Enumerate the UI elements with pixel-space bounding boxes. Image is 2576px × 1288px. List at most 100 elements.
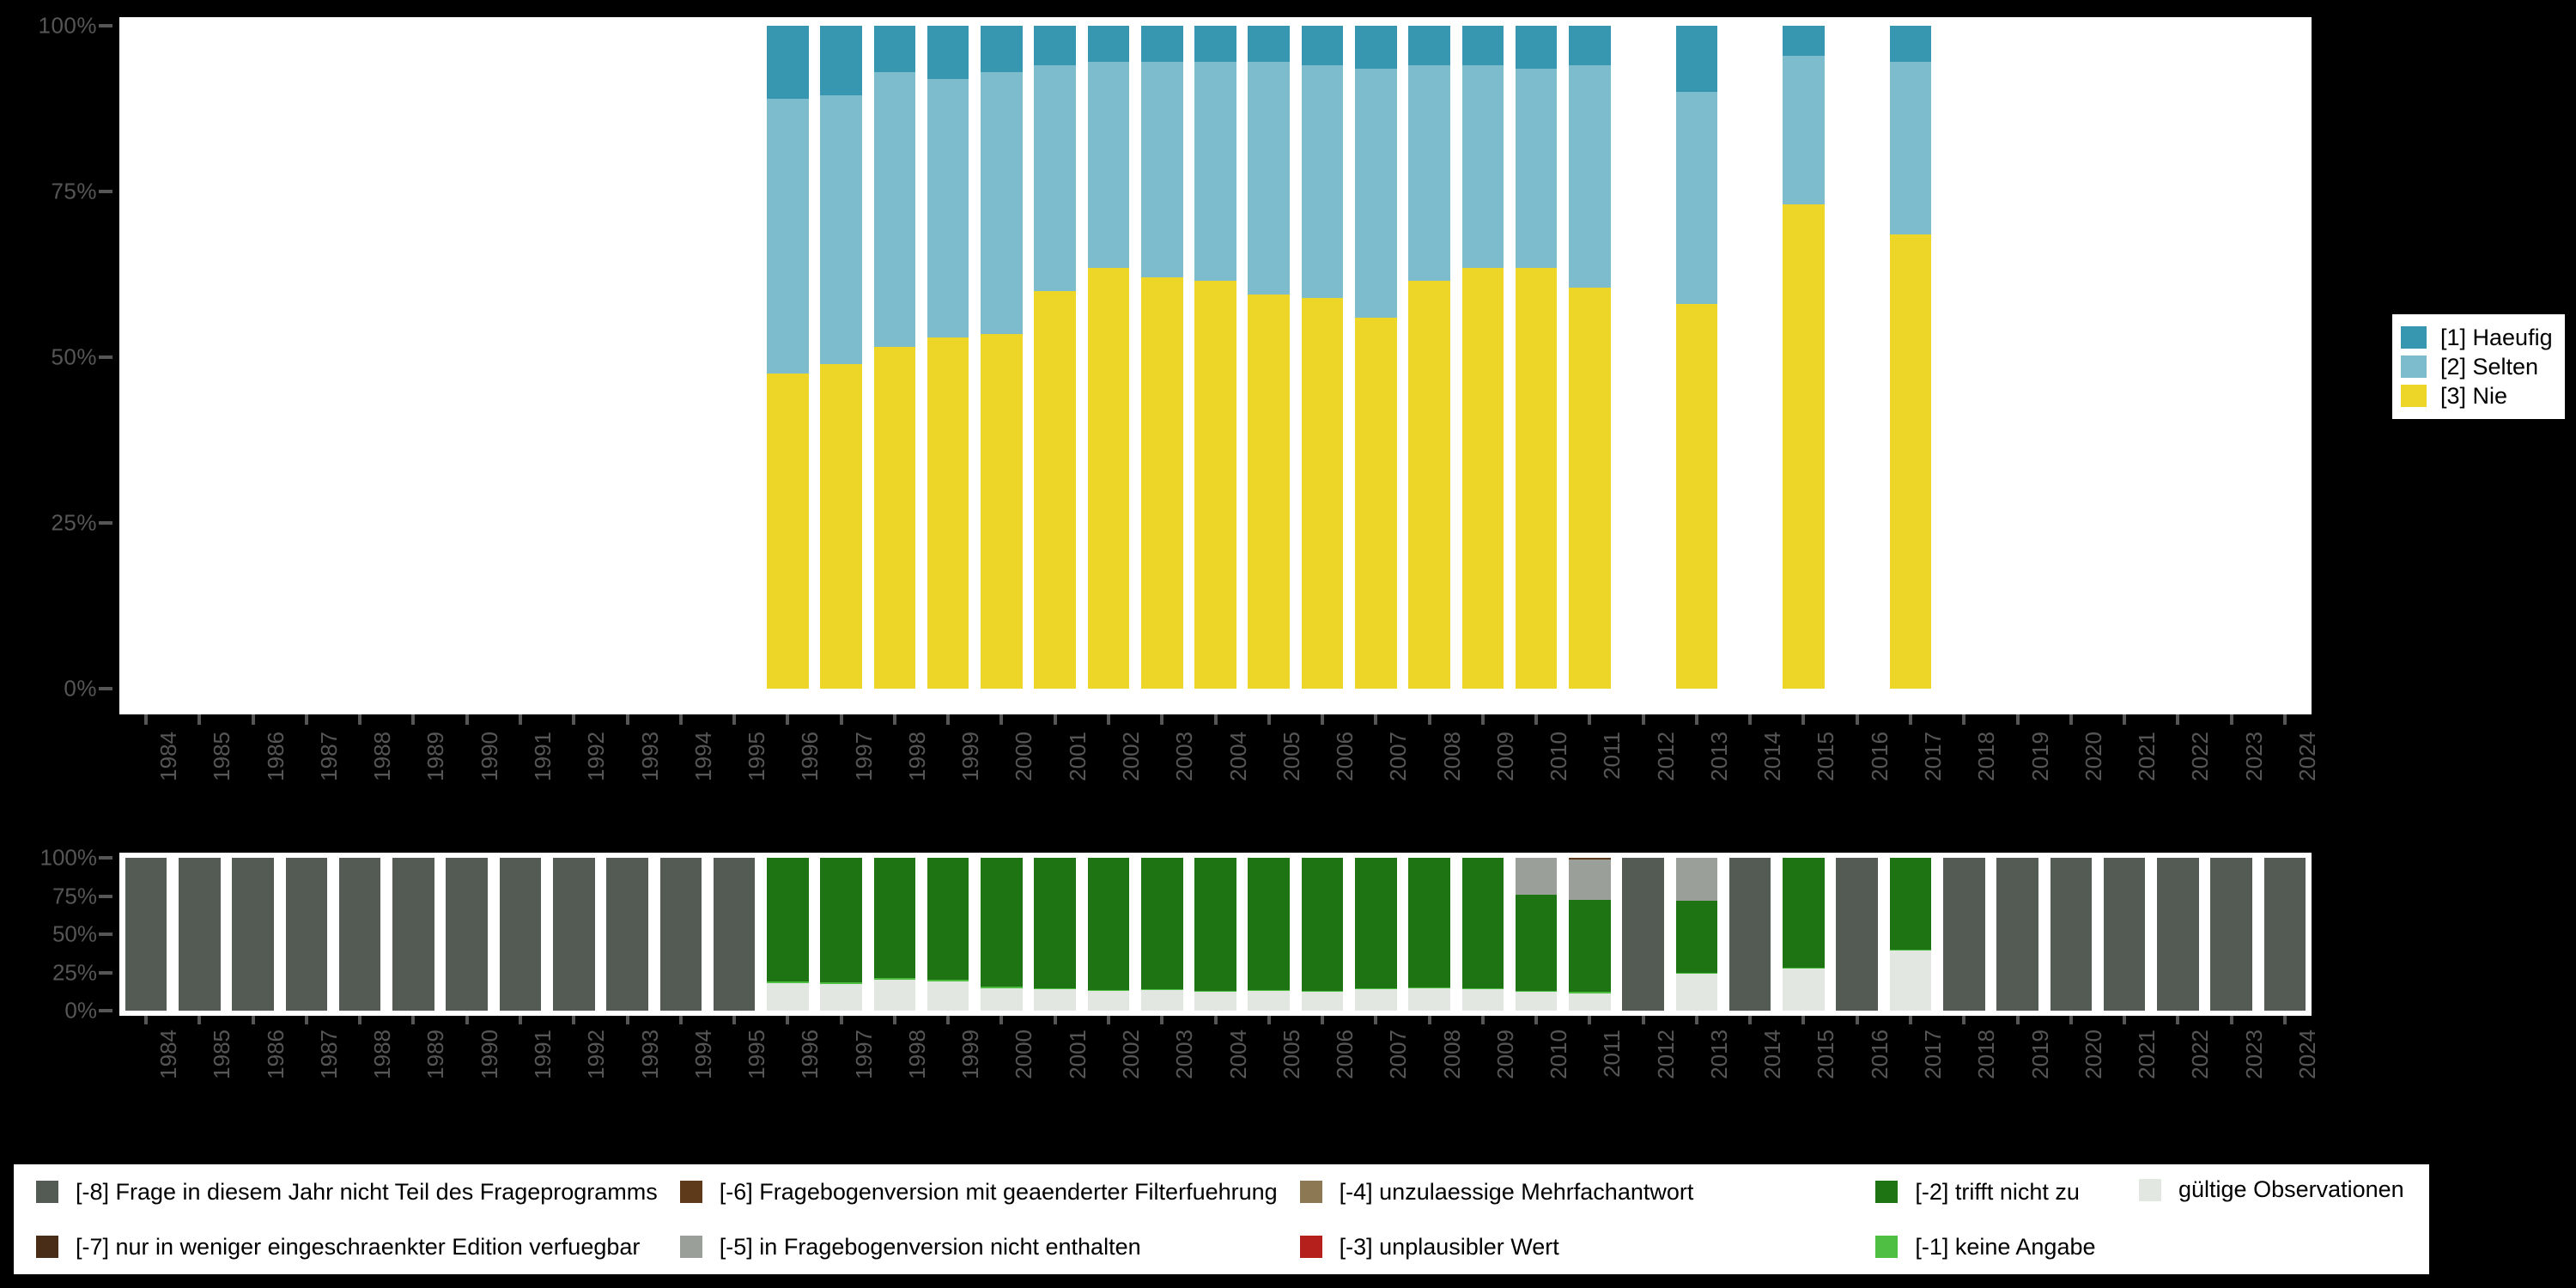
main-segment--3-nie bbox=[1355, 317, 1397, 689]
observations-x-tick-mark bbox=[304, 1016, 308, 1024]
main-segment--1-haeufig bbox=[1301, 26, 1344, 66]
main-segment--3-nie bbox=[1783, 204, 1825, 689]
observations-segment-g-ltige-observationen bbox=[1087, 990, 1130, 1011]
missing-legend-item--1-keine-angabe[interactable]: [-1] keine Angabe bbox=[1853, 1234, 2429, 1261]
missing-legend-swatch-icon bbox=[1299, 1236, 1322, 1258]
observations-segment--2-trifft-nicht-zu bbox=[1783, 858, 1825, 968]
legend-item-label: [1] Haeufig bbox=[2440, 324, 2553, 350]
main-x-tick-label-1993: 1993 bbox=[636, 732, 663, 781]
observations-y-axis: 0% 25% 50% 75% 100% bbox=[0, 845, 119, 1024]
missing-legend-item-label: [-6] Fragebogenversion mit geaenderter F… bbox=[719, 1178, 1278, 1205]
missing-legend-item--8-frage-in-diesem-jahr-nicht-teil-des-frageprogramms[interactable]: [-8] Frage in diesem Jahr nicht Teil des… bbox=[14, 1179, 658, 1206]
observations-bar-2013 bbox=[1675, 853, 1718, 1016]
missing-legend-item--6-fragebogenversion-mit-geaenderter-filterfuehrung[interactable]: [-6] Fragebogenversion mit geaenderter F… bbox=[658, 1179, 1278, 1206]
observations-segment--2-trifft-nicht-zu bbox=[1569, 899, 1611, 993]
main-x-tick-mark bbox=[411, 714, 416, 725]
main-x-tick-label-2023: 2023 bbox=[2240, 732, 2267, 781]
main-x-tick-mark bbox=[1213, 714, 1218, 725]
main-x-tick-label-1996: 1996 bbox=[797, 732, 823, 781]
main-x-tick-label-2003: 2003 bbox=[1171, 732, 1198, 781]
observations-x-tick-mark bbox=[358, 1016, 362, 1024]
observations-x-tick-label-2008: 2008 bbox=[1438, 1030, 1465, 1079]
observations-segment--8-frage-in-diesem-jahr-nicht-teil-des-frageprogramms bbox=[606, 858, 648, 1011]
main-x-tick-mark bbox=[678, 714, 683, 725]
missing-legend-item--5-in-fragebogenversion-nicht-enthalten[interactable]: [-5] in Fragebogenversion nicht enthalte… bbox=[658, 1234, 1278, 1261]
observations-segment--8-frage-in-diesem-jahr-nicht-teil-des-frageprogramms bbox=[1622, 858, 1664, 1011]
observations-y-tick-mark bbox=[99, 970, 112, 975]
observations-bar-2003 bbox=[1140, 853, 1183, 1016]
observations-x-tick-mark bbox=[519, 1016, 522, 1024]
main-segment--3-nie bbox=[820, 363, 862, 689]
main-segment--1-haeufig bbox=[767, 26, 809, 99]
main-bar-1997 bbox=[820, 17, 862, 714]
observations-y-tick-mark bbox=[99, 856, 112, 860]
observations-segment--2-trifft-nicht-zu bbox=[927, 858, 969, 981]
observations-x-tick-mark bbox=[1321, 1016, 1325, 1024]
main-x-tick-label-1997: 1997 bbox=[850, 732, 877, 781]
main-x-tick-label-2001: 2001 bbox=[1064, 732, 1091, 781]
main-segment--2-selten bbox=[873, 72, 916, 348]
main-x-tick-mark bbox=[1588, 714, 1592, 725]
legend-item--3-nie[interactable]: [3] Nie bbox=[2401, 381, 2553, 410]
observations-x-tick-label-2018: 2018 bbox=[1973, 1030, 2000, 1079]
main-bar-2011 bbox=[1569, 17, 1611, 714]
main-segment--1-haeufig bbox=[1515, 26, 1558, 70]
main-bar-2009 bbox=[1461, 17, 1504, 714]
observations-x-tick-mark bbox=[197, 1016, 202, 1024]
main-segment--2-selten bbox=[1087, 62, 1130, 268]
main-x-tick-label-2024: 2024 bbox=[2293, 732, 2320, 781]
missing-legend-item--7-nur-in-weniger-eingeschraenkter-edition-verfuegbar[interactable]: [-7] nur in weniger eingeschraenkter Edi… bbox=[14, 1234, 658, 1261]
missing-legend-item--4-unzulaessige-mehrfachantwort[interactable]: [-4] unzulaessige Mehrfachantwort bbox=[1278, 1179, 1854, 1206]
observations-x-tick-mark bbox=[1480, 1016, 1485, 1024]
main-segment--3-nie bbox=[873, 347, 916, 689]
main-segment--2-selten bbox=[927, 78, 969, 337]
observations-y-tick-mark bbox=[99, 1009, 112, 1012]
missing-legend-item--2-trifft-nicht-zu[interactable]: [-2] trifft nicht zu bbox=[1853, 1179, 2429, 1206]
missing-legend-item-gueltige-observationen[interactable]: gültige Observationen bbox=[2139, 1176, 2404, 1203]
main-x-tick-mark bbox=[358, 714, 362, 725]
main-x-tick-mark bbox=[1053, 714, 1057, 725]
observations-x-tick-label-2019: 2019 bbox=[2026, 1030, 2053, 1079]
observations-segment--8-frage-in-diesem-jahr-nicht-teil-des-frageprogramms bbox=[392, 858, 434, 1011]
observations-x-tick-mark bbox=[1534, 1016, 1539, 1024]
missing-legend-swatch-icon bbox=[679, 1181, 702, 1203]
main-segment--1-haeufig bbox=[873, 26, 916, 73]
observations-x-tick-label-1998: 1998 bbox=[903, 1030, 930, 1079]
main-segment--2-selten bbox=[820, 95, 862, 364]
observations-bar-1999 bbox=[927, 853, 969, 1016]
main-bar-2013 bbox=[1675, 17, 1718, 714]
observations-segment--8-frage-in-diesem-jahr-nicht-teil-des-frageprogramms bbox=[338, 858, 381, 1011]
main-bar-2005 bbox=[1248, 17, 1291, 714]
main-segment--1-haeufig bbox=[1461, 26, 1504, 66]
main-segment--2-selten bbox=[1675, 92, 1718, 305]
observations-x-tick-label-2013: 2013 bbox=[1705, 1030, 1732, 1079]
observations-x-tick-label-1997: 1997 bbox=[850, 1030, 877, 1079]
main-x-tick-label-2015: 2015 bbox=[1813, 732, 1839, 781]
missing-codes-legend: [-8] Frage in diesem Jahr nicht Teil des… bbox=[14, 1164, 2429, 1274]
main-segment--2-selten bbox=[1034, 65, 1076, 291]
main-x-tick-mark bbox=[1694, 714, 1698, 725]
observations-x-tick-label-1987: 1987 bbox=[315, 1030, 342, 1079]
main-x-tick-mark bbox=[1160, 714, 1164, 725]
main-x-tick-mark bbox=[144, 714, 149, 725]
observations-segment--8-frage-in-diesem-jahr-nicht-teil-des-frageprogramms bbox=[2157, 858, 2199, 1011]
observations-bar-1996 bbox=[767, 853, 809, 1016]
main-x-tick-mark bbox=[1480, 714, 1485, 725]
observations-x-tick-label-2016: 2016 bbox=[1866, 1030, 1893, 1079]
legend-item--2-selten[interactable]: [2] Selten bbox=[2401, 352, 2553, 381]
observations-segment--8-frage-in-diesem-jahr-nicht-teil-des-frageprogramms bbox=[446, 858, 489, 1011]
observations-bar-1994 bbox=[659, 853, 702, 1016]
observations-segment--8-frage-in-diesem-jahr-nicht-teil-des-frageprogramms bbox=[1836, 858, 1878, 1011]
observations-segment-g-ltige-observationen bbox=[981, 988, 1023, 1011]
main-x-tick-label-2005: 2005 bbox=[1278, 732, 1304, 781]
missing-legend-item--3-unplausibler-wert[interactable]: [-3] unplausibler Wert bbox=[1278, 1234, 1854, 1261]
observations-x-tick-mark bbox=[1641, 1016, 1645, 1024]
observations-segment--1-keine-angabe bbox=[1355, 988, 1397, 990]
observations-segment--8-frage-in-diesem-jahr-nicht-teil-des-frageprogramms bbox=[2050, 858, 2093, 1011]
main-x-tick-mark bbox=[465, 714, 469, 725]
main-bar-2003 bbox=[1140, 17, 1183, 714]
legend-item--1-haeufig[interactable]: [1] Haeufig bbox=[2401, 323, 2553, 352]
observations-segment-g-ltige-observationen bbox=[1675, 974, 1718, 1011]
main-y-tick-label: 50% bbox=[51, 343, 97, 370]
observations-x-tick-label-1989: 1989 bbox=[422, 1030, 449, 1079]
